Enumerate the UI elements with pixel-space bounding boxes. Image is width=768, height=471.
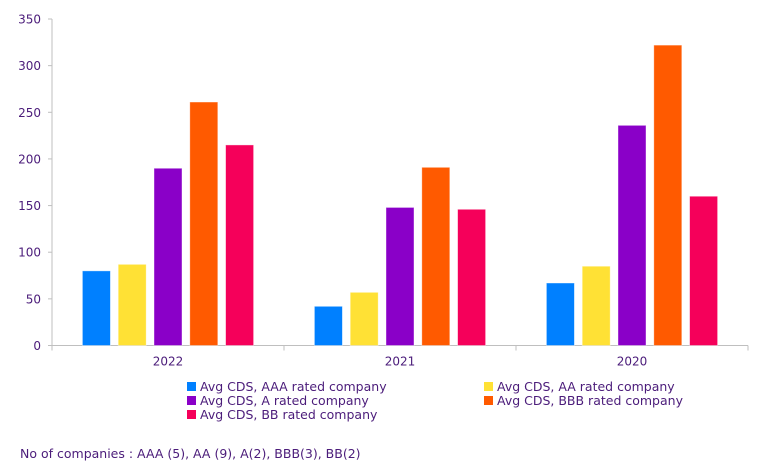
- y-tick-label: 350: [18, 13, 41, 27]
- y-tick-label: 150: [18, 199, 41, 213]
- legend-swatch-a: [187, 396, 196, 405]
- bar-aa-2021: [349, 291, 379, 346]
- bar-bb-2020: [689, 195, 718, 346]
- bar-bbb-2020: [653, 44, 683, 346]
- legend-item-aa: Avg CDS, AA rated company: [484, 380, 675, 393]
- x-tick-label: 2020: [617, 355, 648, 369]
- bar-aaa-2020: [546, 282, 575, 346]
- bar-a-2022: [153, 167, 183, 346]
- y-tick-label: 250: [18, 106, 41, 120]
- legend-item-aaa: Avg CDS, AAA rated company: [187, 380, 387, 393]
- legend-swatch-aaa: [187, 382, 196, 391]
- x-axis: 2022 2021 2020: [51, 345, 749, 369]
- bar-bb-2021: [457, 208, 487, 346]
- bar-a-2021: [385, 207, 415, 346]
- footnote: No of companies : AAA (5), AA (9), A(2),…: [20, 446, 361, 461]
- legend-item-bb: Avg CDS, BB rated company: [187, 408, 377, 421]
- y-tick-label: 300: [18, 59, 41, 73]
- legend-swatch-aa: [484, 382, 493, 391]
- y-tick-label: 50: [26, 292, 41, 306]
- legend-swatch-bb: [187, 410, 196, 419]
- x-tick-label: 2022: [153, 355, 184, 369]
- bar-bbb-2022: [189, 101, 219, 346]
- y-tick-label: 100: [18, 246, 41, 260]
- bar-aaa-2022: [82, 270, 111, 346]
- legend-label-aaa: Avg CDS, AAA rated company: [200, 379, 387, 394]
- legend-label-aa: Avg CDS, AA rated company: [497, 379, 675, 394]
- bar-bbb-2021: [421, 166, 451, 346]
- y-axis: 0 50 100 150 200 250 300 350: [18, 13, 53, 353]
- legend-label-bbb: Avg CDS, BBB rated company: [497, 393, 683, 408]
- legend-item-bbb: Avg CDS, BBB rated company: [484, 394, 683, 407]
- bar-aa-2020: [581, 265, 611, 346]
- y-tick-label: 0: [33, 339, 41, 353]
- legend-label-bb: Avg CDS, BB rated company: [200, 407, 378, 422]
- bars: [82, 44, 718, 346]
- bar-aa-2022: [117, 263, 147, 346]
- legend-label-a: Avg CDS, A rated company: [200, 393, 369, 408]
- legend-item-a: Avg CDS, A rated company: [187, 394, 369, 407]
- bar-a-2020: [617, 124, 647, 346]
- x-tick-label: 2021: [385, 355, 416, 369]
- bar-aaa-2021: [313, 305, 343, 346]
- legend-swatch-bbb: [484, 396, 493, 405]
- bar-bb-2022: [225, 144, 255, 346]
- y-tick-label: 200: [18, 152, 41, 166]
